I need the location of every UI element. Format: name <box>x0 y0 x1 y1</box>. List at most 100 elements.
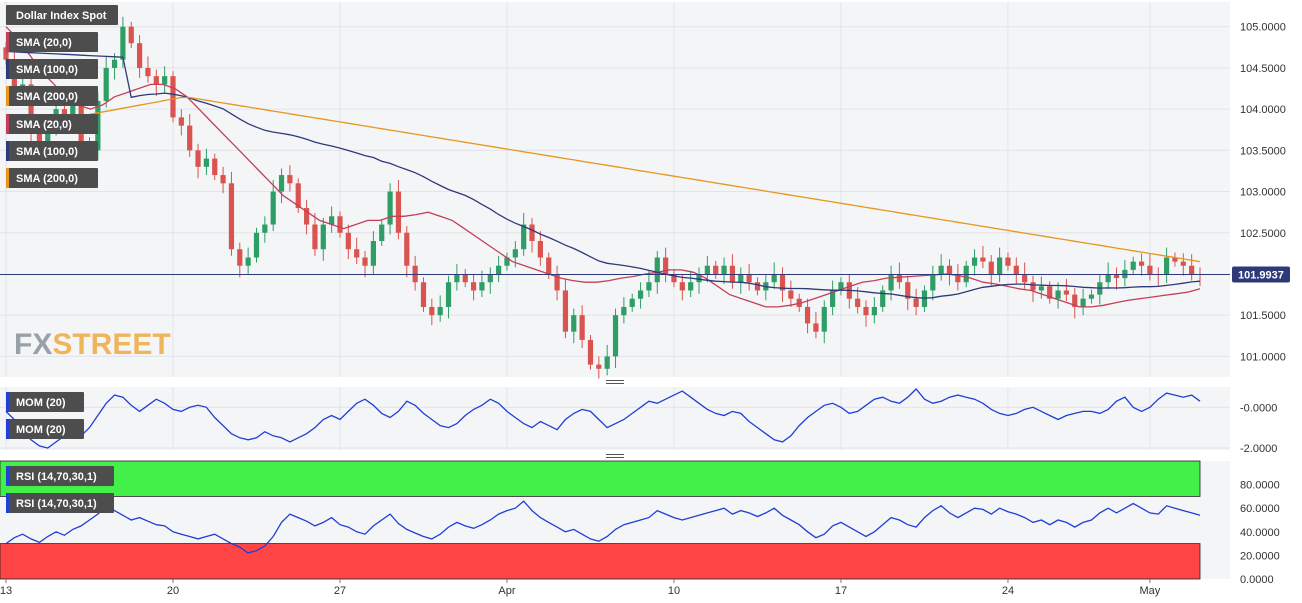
candle-body <box>429 306 435 316</box>
candle-body <box>938 265 944 274</box>
candle-body <box>237 249 243 266</box>
candle-body <box>587 339 594 365</box>
legend-color-swatch <box>6 168 9 188</box>
candle-body <box>220 175 226 184</box>
legend-color-swatch <box>6 114 9 134</box>
candle-body <box>646 282 652 291</box>
candle-body <box>696 273 702 283</box>
candle-body <box>688 282 694 291</box>
rsi-y-tick-label: 20.0000 <box>1240 550 1280 562</box>
candle-body <box>320 224 326 250</box>
legend-sma-200-0-: SMA (200,0) <box>6 168 98 188</box>
candle-body <box>178 117 184 126</box>
legend-color-swatch <box>6 141 9 161</box>
price-pane-background <box>0 2 1230 377</box>
candle-body <box>946 265 953 274</box>
candle-body <box>479 282 485 291</box>
candle-body <box>445 282 452 307</box>
price-y-tick-label: 103.5000 <box>1240 145 1286 157</box>
candle-body <box>454 273 460 283</box>
legend-label: SMA (200,0) <box>16 173 78 185</box>
candle-body <box>1138 261 1145 266</box>
legend-box <box>6 493 114 513</box>
candle-body <box>1063 290 1070 295</box>
fxstreet-watermark: FXSTREET <box>14 328 171 361</box>
candle-body <box>111 59 118 68</box>
rsi-y-tick-label: 0.0000 <box>1240 574 1274 586</box>
candle-body <box>604 356 610 369</box>
legend-color-swatch <box>6 86 9 106</box>
candle-body <box>838 282 844 291</box>
candle-body <box>404 232 410 266</box>
candle-body <box>28 84 34 134</box>
watermark-street: STREET <box>52 328 170 361</box>
candle-body <box>813 323 819 332</box>
candle-body <box>1080 298 1086 307</box>
candle-body <box>746 273 752 283</box>
candle-body <box>195 150 201 167</box>
candle-body <box>913 298 919 307</box>
legend-dollar-index-spot: Dollar Index Spot <box>6 5 118 25</box>
legend-label: SMA (20,0) <box>16 37 72 49</box>
legend-sma-100-0-: SMA (100,0) <box>6 59 98 79</box>
candle-body <box>1189 265 1195 274</box>
candle-body <box>379 224 385 242</box>
candle-body <box>329 216 335 225</box>
price-momentum-divider <box>606 380 624 384</box>
candle-body <box>420 282 427 307</box>
candle-body <box>971 257 978 266</box>
legend-rsi: RSI (14,70,30,1) <box>6 466 114 486</box>
candle-body <box>997 257 1003 274</box>
legend-box <box>6 168 98 188</box>
candle-body <box>521 224 527 250</box>
legend-label: SMA (100,0) <box>16 64 78 76</box>
candle-body <box>804 306 811 324</box>
candle-body <box>1013 265 1019 274</box>
x-tick-label: 10 <box>668 585 680 597</box>
legend-color-swatch <box>6 493 9 513</box>
candle-body <box>871 306 877 316</box>
legend-label: MOM (20) <box>16 424 66 436</box>
legend-momentum: MOM (20) <box>6 419 84 439</box>
candle-body <box>504 257 510 266</box>
current-price-label: 101.9937 <box>1238 269 1284 281</box>
candle-body <box>562 290 569 332</box>
candle-body <box>704 265 710 274</box>
candle-body <box>855 298 861 307</box>
rsi-overbought-zone <box>0 460 1201 497</box>
candle-body <box>145 67 151 77</box>
candle-body <box>754 282 761 291</box>
candle-body <box>1030 282 1036 291</box>
candle-body <box>679 282 685 291</box>
candle-body <box>654 257 660 283</box>
candle-body <box>162 76 168 85</box>
rsi-pane: 80.0000 60.0000 40.0000 20.0000 0.0000 <box>0 460 1280 586</box>
candle-body <box>629 298 635 307</box>
legend-box <box>6 5 118 25</box>
candle-body <box>312 224 318 250</box>
candle-body <box>470 282 477 291</box>
legend-box <box>6 59 98 79</box>
candle-body <box>1005 257 1011 266</box>
candle-body <box>738 273 744 283</box>
price-y-tick-label: 105.0000 <box>1240 22 1286 34</box>
candle-body <box>663 257 669 274</box>
candle-body <box>70 100 76 118</box>
legend-color-swatch <box>6 466 9 486</box>
candle-body <box>387 191 393 225</box>
legend-box <box>6 32 98 52</box>
candle-body <box>596 364 602 369</box>
candle-body <box>612 315 619 357</box>
candle-body <box>888 273 894 291</box>
momentum-pane: -0.0000 -2.0000 <box>0 380 1277 458</box>
candle-body <box>955 273 961 283</box>
legend-label: RSI (14,70,30,1) <box>16 471 97 483</box>
x-tick-label: 13 <box>0 585 12 597</box>
candle-body <box>880 290 886 307</box>
candle-body <box>362 257 368 266</box>
candle-body <box>1172 257 1178 262</box>
candle-body <box>1164 257 1170 275</box>
candle-body <box>1072 294 1078 307</box>
x-tick-label: Apr <box>498 585 515 597</box>
candle-body <box>487 273 493 283</box>
